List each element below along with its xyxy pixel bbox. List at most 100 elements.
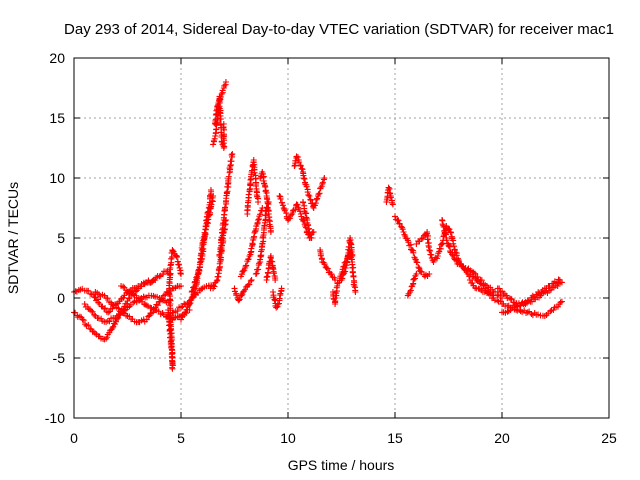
data-point (426, 247, 433, 253)
data-point (517, 302, 524, 309)
data-point (178, 304, 184, 311)
data-point (153, 301, 160, 308)
data-point (222, 79, 229, 85)
data-point (464, 266, 471, 273)
data-point (319, 179, 326, 186)
data-point (494, 297, 501, 304)
data-point (350, 273, 357, 280)
data-point (85, 322, 92, 329)
data-point (524, 309, 531, 316)
data-point (294, 153, 301, 160)
data-point (441, 227, 448, 234)
x-tick-label: 25 (601, 430, 617, 446)
data-point (106, 308, 113, 315)
data-point (196, 267, 203, 274)
data-point (245, 191, 252, 198)
data-point (440, 222, 447, 229)
data-point (276, 295, 283, 302)
data-point (478, 277, 485, 284)
data-point (553, 279, 560, 286)
data-point (174, 308, 181, 315)
data-point (177, 270, 184, 277)
data-point (499, 295, 505, 301)
data-point (238, 292, 245, 299)
data-point (426, 271, 433, 277)
data-point (159, 271, 166, 278)
data-point (242, 263, 249, 270)
data-point (169, 354, 176, 361)
data-point (508, 296, 515, 303)
data-point (296, 159, 303, 166)
data-point (248, 245, 255, 252)
data-point (190, 283, 197, 290)
data-point (204, 209, 211, 216)
data-point (308, 235, 315, 241)
data-point (143, 316, 150, 323)
data-point (198, 286, 205, 293)
data-point (178, 271, 184, 277)
data-point (339, 275, 346, 282)
data-point (304, 189, 311, 196)
data-point (344, 256, 351, 263)
data-point (300, 175, 307, 182)
data-point (167, 262, 174, 269)
data-point (80, 317, 87, 324)
data-point (143, 302, 150, 309)
data-point (298, 165, 305, 172)
data-point (466, 277, 473, 283)
y-tick-label: -5 (53, 350, 66, 366)
data-point (283, 210, 290, 217)
data-point (409, 247, 416, 253)
data-point (102, 305, 109, 312)
y-tick-label: 10 (49, 170, 65, 186)
data-point (472, 270, 479, 277)
data-point (228, 151, 235, 158)
data-point (303, 183, 310, 190)
data-point (194, 273, 201, 280)
data-point (499, 288, 506, 295)
data-point (400, 229, 407, 235)
data-point (248, 277, 255, 283)
data-point (267, 229, 274, 235)
data-point (201, 231, 208, 238)
data-point (293, 153, 300, 160)
data-point (316, 190, 323, 197)
data-point (291, 163, 298, 169)
data-point (91, 311, 98, 318)
data-point (556, 277, 563, 283)
data-point (211, 283, 218, 290)
y-tick-label: 15 (49, 110, 65, 126)
data-point (222, 204, 229, 211)
data-point (126, 295, 133, 301)
x-tick-label: 5 (177, 430, 185, 446)
data-point (221, 82, 228, 89)
y-axis-ticks: -10 -5 0 5 10 15 20 (45, 50, 609, 426)
data-point (507, 295, 514, 302)
data-point (220, 121, 227, 127)
data-point (247, 277, 254, 284)
data-point (245, 256, 252, 263)
data-point (306, 193, 313, 199)
data-point (470, 269, 477, 276)
data-point (557, 299, 564, 306)
data-point (277, 195, 284, 202)
data-point (81, 301, 88, 307)
data-point (352, 289, 359, 295)
x-tick-label: 0 (70, 430, 78, 446)
data-point (387, 194, 394, 201)
y-axis-label: SDTVAR / TECUs (5, 182, 21, 294)
data-point (407, 287, 414, 294)
data-point (187, 300, 194, 307)
data-point (399, 226, 406, 233)
data-point (243, 262, 250, 269)
data-point (252, 271, 259, 277)
data-point (106, 318, 113, 325)
data-point (297, 163, 304, 169)
data-point (292, 157, 299, 164)
data-point (190, 284, 197, 291)
data-point (223, 189, 230, 196)
data-point (199, 251, 206, 258)
data-point (453, 257, 460, 264)
data-point (504, 308, 511, 315)
data-point (451, 256, 458, 263)
